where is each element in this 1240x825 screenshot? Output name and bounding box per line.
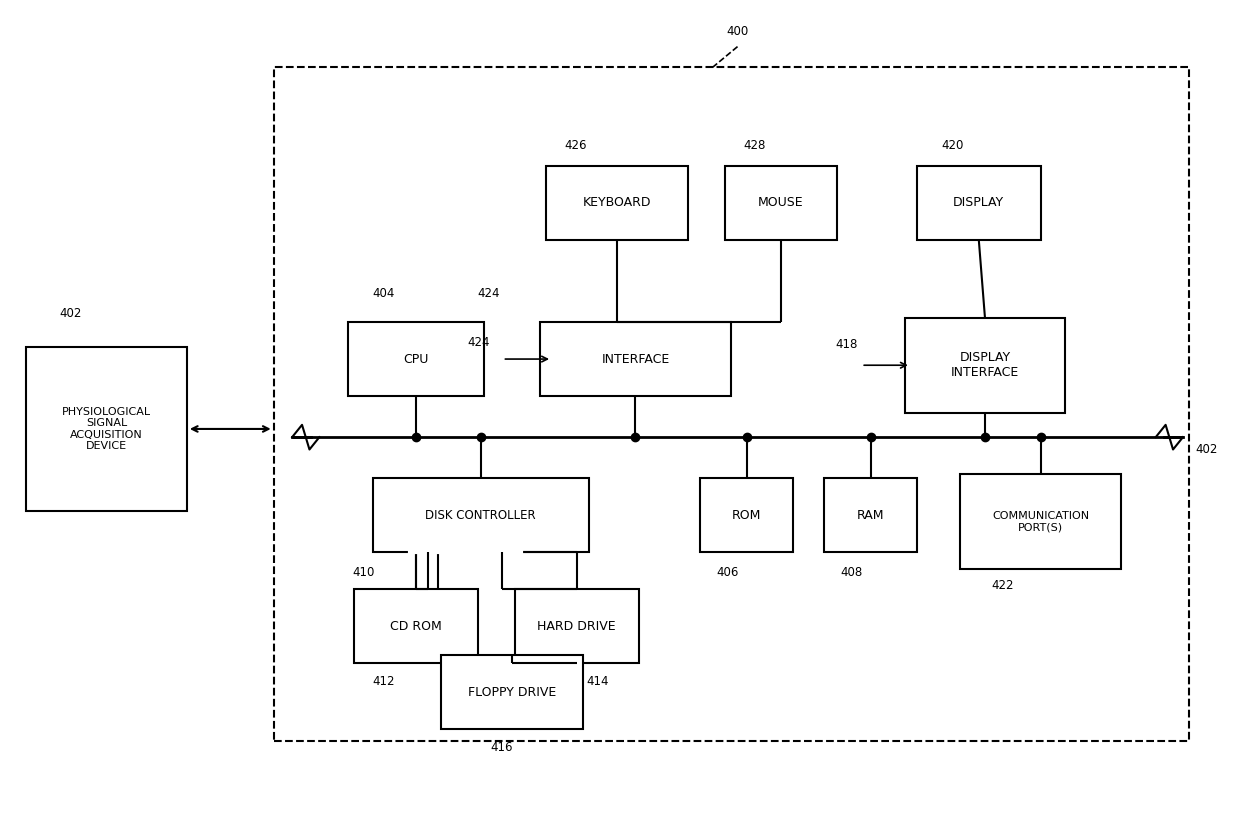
Text: INTERFACE: INTERFACE — [601, 352, 670, 365]
FancyBboxPatch shape — [701, 478, 794, 552]
FancyBboxPatch shape — [546, 166, 688, 240]
FancyBboxPatch shape — [960, 474, 1121, 568]
FancyBboxPatch shape — [904, 318, 1065, 412]
FancyBboxPatch shape — [916, 166, 1040, 240]
Text: HARD DRIVE: HARD DRIVE — [537, 620, 616, 633]
Text: 422: 422 — [991, 578, 1013, 592]
Text: DISPLAY: DISPLAY — [954, 196, 1004, 210]
Text: 400: 400 — [727, 26, 749, 39]
FancyBboxPatch shape — [353, 589, 477, 663]
Text: 416: 416 — [490, 741, 512, 754]
Text: 410: 410 — [352, 566, 376, 579]
Text: 424: 424 — [477, 287, 500, 299]
FancyBboxPatch shape — [515, 589, 639, 663]
FancyBboxPatch shape — [825, 478, 916, 552]
FancyBboxPatch shape — [440, 655, 583, 729]
Text: FLOPPY DRIVE: FLOPPY DRIVE — [467, 686, 556, 699]
Text: 426: 426 — [564, 139, 587, 152]
Text: 402: 402 — [60, 308, 82, 320]
Text: 406: 406 — [717, 566, 739, 579]
Text: DISK CONTROLLER: DISK CONTROLLER — [425, 509, 536, 521]
Text: 428: 428 — [744, 139, 766, 152]
FancyBboxPatch shape — [725, 166, 837, 240]
Text: 424: 424 — [467, 336, 490, 349]
Text: COMMUNICATION
PORT(S): COMMUNICATION PORT(S) — [992, 511, 1089, 532]
Text: 402: 402 — [1195, 443, 1218, 456]
Text: DISPLAY
INTERFACE: DISPLAY INTERFACE — [951, 351, 1019, 380]
FancyBboxPatch shape — [372, 478, 589, 552]
Text: 404: 404 — [372, 287, 394, 299]
Text: 412: 412 — [372, 675, 396, 688]
Text: 420: 420 — [941, 139, 963, 152]
Text: PHYSIOLOGICAL
SIGNAL
ACQUISITION
DEVICE: PHYSIOLOGICAL SIGNAL ACQUISITION DEVICE — [62, 407, 151, 451]
FancyBboxPatch shape — [347, 322, 484, 396]
Text: RAM: RAM — [857, 509, 884, 521]
Text: 418: 418 — [836, 338, 858, 351]
Text: ROM: ROM — [732, 509, 761, 521]
Text: 408: 408 — [841, 566, 863, 579]
Text: CD ROM: CD ROM — [391, 620, 441, 633]
Text: 414: 414 — [587, 675, 609, 688]
Text: CPU: CPU — [403, 352, 429, 365]
Text: MOUSE: MOUSE — [758, 196, 804, 210]
FancyBboxPatch shape — [539, 322, 732, 396]
FancyBboxPatch shape — [26, 346, 187, 512]
Text: KEYBOARD: KEYBOARD — [583, 196, 651, 210]
